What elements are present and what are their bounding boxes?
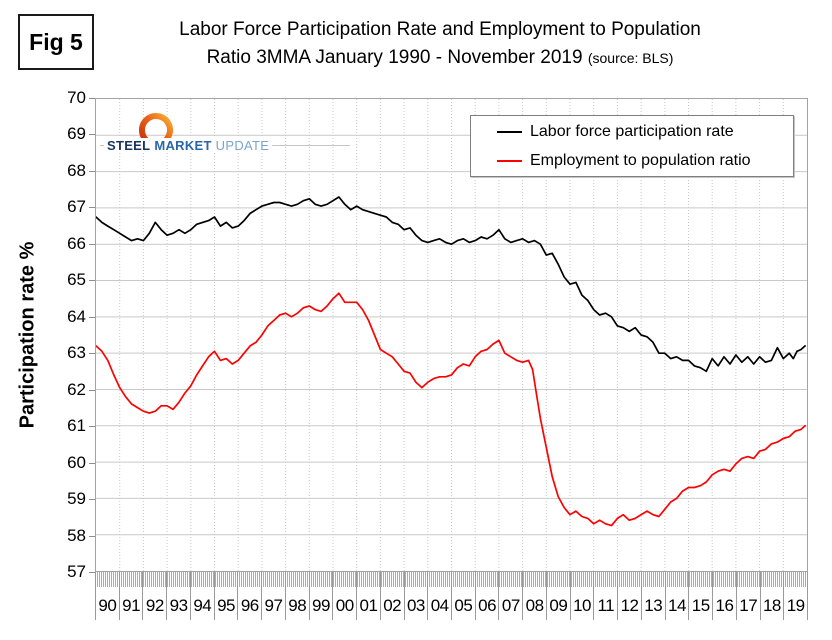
logo-word-steel: STEEL xyxy=(107,138,151,153)
y-tick-mark xyxy=(89,353,95,355)
x-tick-label: 12 xyxy=(617,572,641,620)
x-tick-label: 08 xyxy=(522,572,546,620)
y-tick-label: 64 xyxy=(67,306,86,326)
legend: Labor force participation rate Employment… xyxy=(470,115,794,177)
plot-area: STEEL MARKET UPDATE Labor force particip… xyxy=(95,98,808,572)
x-tick-label: 91 xyxy=(118,572,143,620)
y-axis-title: Participation rate % xyxy=(16,241,39,429)
x-tick-label: 07 xyxy=(498,572,522,620)
x-tick-label: 13 xyxy=(640,572,665,620)
y-tick-label: 67 xyxy=(67,197,86,217)
x-tick-label: 96 xyxy=(237,572,261,620)
figure-tag: Fig 5 xyxy=(18,14,94,70)
y-tick-mark xyxy=(89,426,95,428)
y-tick-label: 63 xyxy=(67,343,86,363)
y-tick-label: 59 xyxy=(67,489,86,509)
x-tick-label: 04 xyxy=(427,572,451,620)
x-tick-label: 17 xyxy=(735,572,760,620)
logo-word-update: UPDATE xyxy=(215,138,270,153)
y-tick-label: 57 xyxy=(67,562,86,581)
legend-label: Labor force participation rate xyxy=(530,123,734,140)
x-tick-label: 02 xyxy=(379,572,404,620)
y-tick-mark xyxy=(89,243,95,245)
y-tick-mark xyxy=(89,207,95,209)
y-tick-mark xyxy=(89,535,95,537)
y-tick-label: 60 xyxy=(67,452,86,472)
y-tick-mark xyxy=(89,572,95,573)
x-tick-label: 01 xyxy=(356,572,380,620)
epr-line xyxy=(96,292,806,527)
x-tick-label: 99 xyxy=(308,572,333,620)
x-tick-label: 94 xyxy=(189,572,214,620)
x-tick-label: 19 xyxy=(783,572,809,620)
y-tick-mark xyxy=(89,462,95,464)
x-tick-label: 16 xyxy=(712,572,736,620)
y-tick-mark xyxy=(89,316,95,318)
smu-logo: STEEL MARKET UPDATE xyxy=(100,111,350,159)
x-tick-label: 98 xyxy=(284,572,309,620)
x-tick-label: 06 xyxy=(474,572,499,620)
lfpr-line xyxy=(96,196,806,373)
x-tick-label: 18 xyxy=(759,572,784,620)
x-tick-label: 15 xyxy=(688,572,712,620)
y-tick-mark xyxy=(89,134,95,136)
logo-wordmark: STEEL MARKET UPDATE xyxy=(104,138,273,153)
x-tick-label: 92 xyxy=(142,572,166,620)
y-tick-label: 61 xyxy=(67,416,86,436)
legend-label: Employment to population ratio xyxy=(530,152,751,169)
x-tick-label: 05 xyxy=(451,572,475,620)
y-tick-mark xyxy=(89,280,95,282)
y-tick-label: 70 xyxy=(67,88,86,107)
x-axis-ticks: 90 91 92 93 94 95 96 97 98 99 00 01 02 03 04 05 06 07 08 09… xyxy=(95,572,809,620)
y-tick-label: 62 xyxy=(67,379,86,399)
legend-item: Labor force participation rate xyxy=(471,119,793,145)
y-tick-label: 65 xyxy=(67,270,86,290)
y-tick-label: 69 xyxy=(67,124,86,144)
legend-line-swatch xyxy=(497,131,522,133)
x-tick-label: 14 xyxy=(664,572,689,620)
y-tick-label: 58 xyxy=(67,525,86,545)
x-tick-label: 90 xyxy=(95,572,119,620)
legend-line-swatch xyxy=(497,160,522,162)
x-axis: 90 91 92 93 94 95 96 97 98 99 00 01 02 03 04 05 06 07 08 09… xyxy=(95,572,809,622)
logo-word-market: MARKET xyxy=(154,138,212,153)
legend-item: Employment to population ratio xyxy=(471,148,793,174)
x-tick-label: 93 xyxy=(166,572,190,620)
x-tick-label: 03 xyxy=(403,572,428,620)
x-tick-label: 11 xyxy=(593,572,617,620)
chart-title-line1: Labor Force Participation Rate and Emplo… xyxy=(179,19,701,40)
chart-title-line2: Ratio 3MMA January 1990 - November 2019 … xyxy=(206,47,674,68)
y-tick-mark xyxy=(89,170,95,172)
x-tick-label: 09 xyxy=(545,572,570,620)
x-tick-label: 95 xyxy=(213,572,238,620)
x-tick-label: 00 xyxy=(332,572,356,620)
x-tick-label: 97 xyxy=(261,572,285,620)
y-tick-mark xyxy=(89,499,95,501)
x-tick-label: 10 xyxy=(569,572,594,620)
y-tick-label: 66 xyxy=(67,233,86,253)
source-note: (source: BLS) xyxy=(587,50,674,66)
y-tick-mark xyxy=(89,389,95,391)
y-tick-mark xyxy=(89,98,95,99)
chart-title: Labor Force Participation Rate and Emplo… xyxy=(100,16,780,72)
y-tick-label: 68 xyxy=(67,160,86,180)
